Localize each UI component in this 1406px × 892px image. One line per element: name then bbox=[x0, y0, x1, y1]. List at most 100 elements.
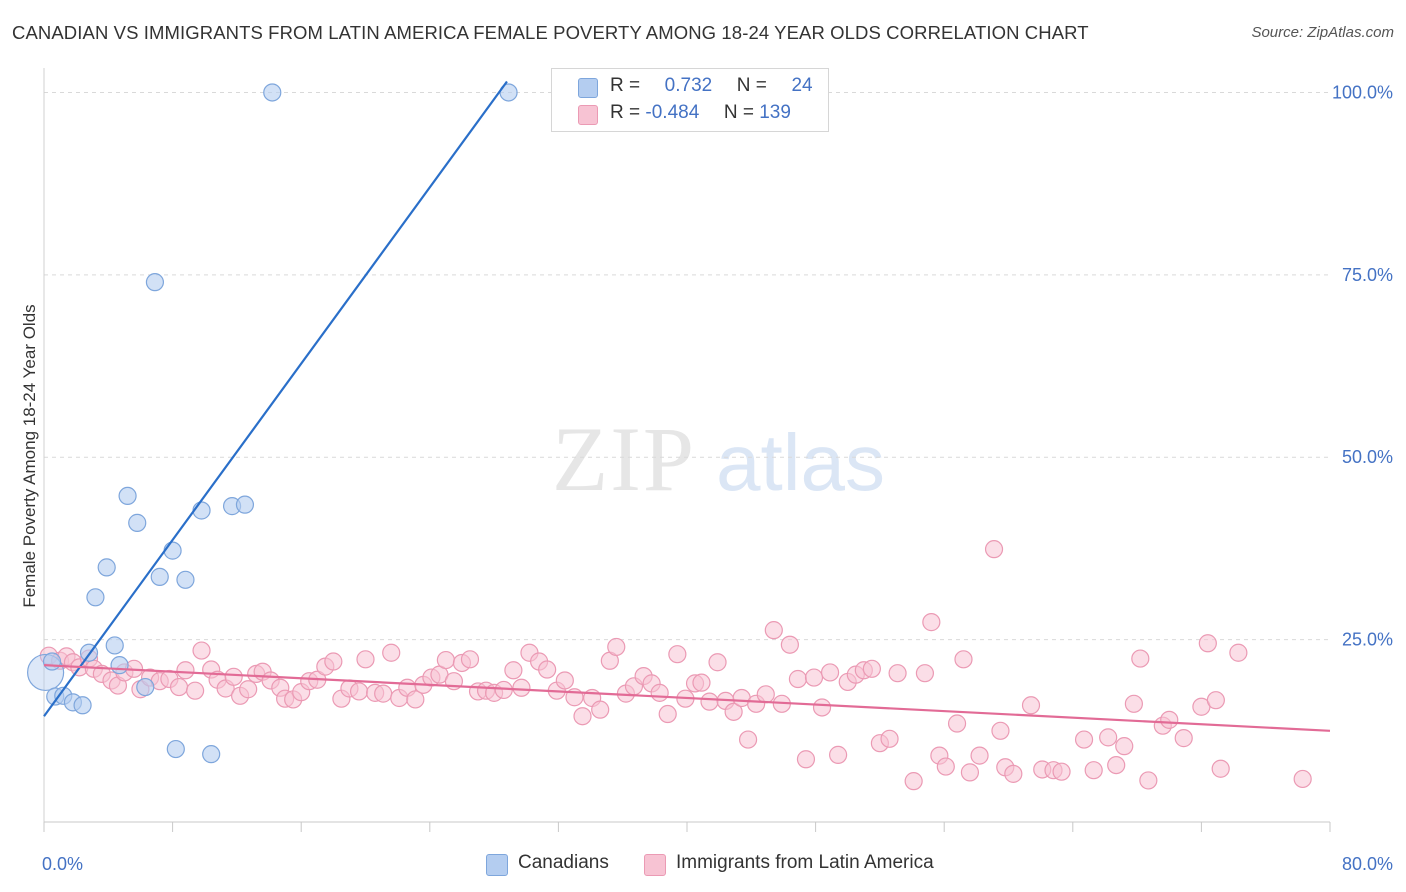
immigrants-point bbox=[1174, 729, 1193, 748]
canadians-point bbox=[202, 745, 221, 764]
x-tick-label: 0.0% bbox=[42, 854, 83, 874]
legend-n-label: N = bbox=[736, 75, 767, 96]
watermark-atlas: atlas bbox=[716, 418, 885, 507]
series-legend: Canadians Immigrants from Latin America bbox=[0, 852, 1406, 878]
legend-r-label: R = bbox=[610, 102, 641, 123]
canadians-point bbox=[150, 567, 169, 586]
canadians-point bbox=[110, 656, 129, 675]
canadians-point bbox=[73, 696, 92, 715]
immigrants-point bbox=[460, 650, 480, 669]
immigrants-point bbox=[349, 682, 369, 701]
immigrants-point bbox=[708, 653, 727, 672]
legend-n-label: N = bbox=[723, 102, 754, 123]
immigrants-point bbox=[984, 540, 1004, 559]
canadians-trend-line bbox=[43, 80, 508, 717]
immigrants-point bbox=[1115, 737, 1134, 756]
immigrants-point bbox=[224, 667, 243, 686]
immigrants-point bbox=[1107, 755, 1126, 775]
source-label: Source: ZipAtlas.com bbox=[1251, 24, 1394, 41]
immigrants-point bbox=[538, 660, 557, 679]
x-tick-label: 80.0% bbox=[1342, 854, 1393, 874]
immigrants-point bbox=[756, 685, 775, 704]
immigrants-point bbox=[573, 707, 592, 726]
immigrants-point bbox=[812, 698, 832, 717]
immigrants-point bbox=[947, 714, 967, 733]
tick-labels: 25.0% 50.0% 75.0% 100.0% 0.0% 80.0% bbox=[42, 82, 1393, 874]
immigrants-legend-swatch bbox=[644, 854, 666, 876]
immigrants-point bbox=[591, 700, 610, 719]
immigrants-point bbox=[922, 613, 941, 632]
immigrants-point bbox=[436, 650, 455, 670]
watermark: ZIP atlas bbox=[552, 408, 885, 510]
immigrants-point bbox=[700, 692, 719, 711]
immigrants-point bbox=[668, 645, 687, 664]
immigrants-point bbox=[738, 730, 758, 749]
immigrants-point bbox=[904, 772, 923, 791]
immigrants-point bbox=[954, 650, 973, 669]
chart-title: CANADIAN VS IMMIGRANTS FROM LATIN AMERIC… bbox=[12, 22, 1089, 43]
watermark-zip: ZIP bbox=[552, 408, 696, 510]
correlation-legend: R = 0.732 N = 24 R = -0.484 N = 139 bbox=[551, 68, 829, 132]
immigrants-point bbox=[382, 643, 401, 662]
immigrants-point bbox=[960, 763, 980, 782]
immigrants-point bbox=[555, 671, 574, 690]
immigrants-point bbox=[880, 729, 899, 748]
canadians-swatch bbox=[578, 78, 598, 98]
immigrants-point bbox=[650, 683, 669, 702]
immigrants-point bbox=[1004, 764, 1023, 783]
canadians-point bbox=[42, 652, 62, 671]
immigrants-point bbox=[1124, 694, 1143, 713]
canadians-point bbox=[263, 83, 282, 102]
immigrants-legend-label: Immigrants from Latin America bbox=[676, 852, 934, 873]
immigrants-point bbox=[862, 659, 881, 678]
y-axis-label: Female Poverty Among 18-24 Year Olds bbox=[20, 304, 39, 607]
legend-r-label: R = bbox=[610, 75, 641, 96]
immigrants-point bbox=[1211, 759, 1230, 778]
immigrants-point bbox=[820, 663, 840, 682]
immigrants-point bbox=[1084, 761, 1103, 780]
immigrants-point bbox=[1229, 643, 1248, 662]
immigrants-point bbox=[991, 721, 1010, 740]
immigrants-point bbox=[406, 690, 425, 709]
immigrants-point bbox=[788, 669, 808, 689]
immigrants-point bbox=[796, 750, 816, 769]
canadians-point bbox=[192, 501, 211, 520]
immigrants-point bbox=[1139, 771, 1158, 790]
canadians-point bbox=[136, 677, 155, 697]
immigrants-point bbox=[1131, 649, 1150, 668]
legend-r-value: 0.732 bbox=[664, 75, 713, 96]
immigrants-point bbox=[186, 681, 205, 700]
immigrants-point bbox=[804, 668, 824, 687]
immigrants-swatch bbox=[578, 105, 598, 125]
legend-r-value: -0.484 bbox=[645, 102, 700, 123]
immigrants-point bbox=[692, 673, 711, 692]
canadians-point bbox=[105, 636, 124, 655]
immigrants-point bbox=[970, 746, 989, 765]
immigrants-point bbox=[1099, 728, 1118, 747]
immigrants-point bbox=[512, 678, 531, 697]
immigrants-point bbox=[1074, 730, 1094, 749]
y-tick-label: 75.0% bbox=[1342, 265, 1393, 285]
y-tick-label: 25.0% bbox=[1342, 630, 1393, 650]
immigrants-point bbox=[504, 661, 523, 680]
immigrants-point bbox=[169, 677, 189, 697]
canadians-point bbox=[235, 495, 255, 514]
immigrants-point bbox=[192, 641, 211, 660]
trend-lines bbox=[43, 80, 1331, 732]
canadians-point bbox=[86, 588, 105, 607]
canadians-point bbox=[128, 513, 147, 532]
immigrants-point bbox=[1206, 691, 1225, 710]
canadians-point bbox=[145, 273, 165, 292]
immigrants-point bbox=[176, 661, 195, 680]
immigrants-point bbox=[658, 704, 677, 724]
immigrants-point bbox=[356, 650, 375, 669]
immigrants-point bbox=[915, 664, 935, 683]
immigrants-point bbox=[1052, 762, 1071, 781]
gridlines bbox=[44, 91, 1330, 641]
canadians-point bbox=[163, 541, 182, 560]
axes bbox=[43, 68, 1331, 832]
canadians-point bbox=[118, 486, 137, 506]
immigrants-trend-line bbox=[43, 664, 1331, 732]
immigrants-point bbox=[780, 635, 799, 654]
